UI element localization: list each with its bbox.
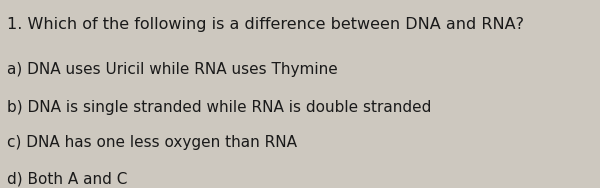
Text: c) DNA has one less oxygen than RNA: c) DNA has one less oxygen than RNA (7, 135, 297, 150)
Text: d) Both A and C: d) Both A and C (7, 171, 128, 186)
Text: 1. Which of the following is a difference between DNA and RNA?: 1. Which of the following is a differenc… (7, 17, 524, 32)
Text: a) DNA uses Uricil while RNA uses Thymine: a) DNA uses Uricil while RNA uses Thymin… (7, 62, 338, 77)
Text: b) DNA is single stranded while RNA is double stranded: b) DNA is single stranded while RNA is d… (7, 100, 431, 115)
